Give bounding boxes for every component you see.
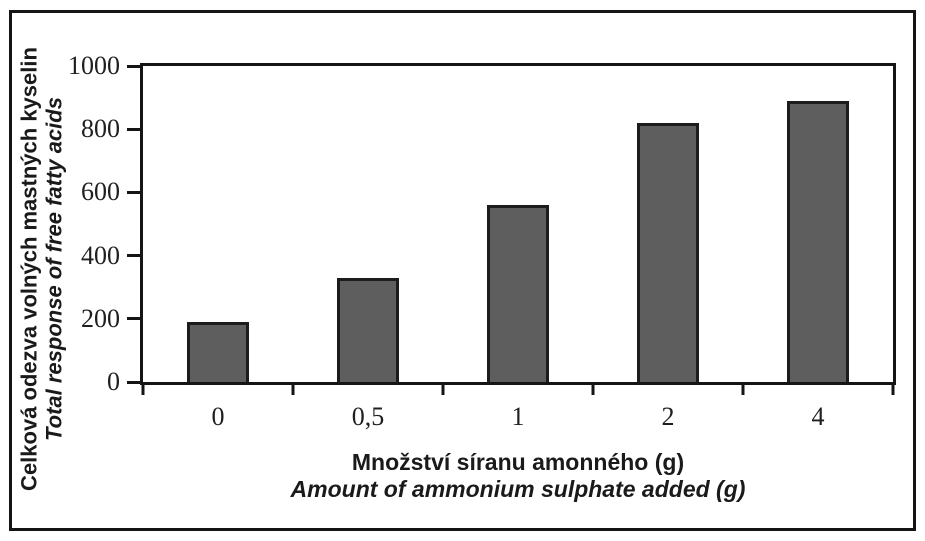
y-tick-600 [127, 190, 140, 194]
y-axis-tick-labels: 0 200 400 600 800 1000 [64, 51, 120, 396]
plot-area [127, 63, 896, 395]
x-tick-4 [741, 382, 745, 395]
y-axis-title: Celková odezva volných mastných kyselin … [17, 12, 69, 527]
y-tick-label-200: 200 [81, 303, 120, 333]
x-tick-label-0: 0 [211, 402, 225, 431]
y-tick-200 [127, 317, 140, 321]
x-axis-title-english: Amount of ammonium sulphate added (g) [290, 476, 746, 502]
y-tick-800 [127, 127, 140, 131]
x-tick-label-2: 2 [661, 402, 675, 431]
y-axis-title-czech: Celková odezva volných mastných kyselin [16, 47, 42, 491]
x-tick-5 [891, 382, 895, 395]
x-tick-0 [141, 382, 145, 395]
x-tick-1 [291, 382, 295, 395]
bar-2 [637, 123, 699, 382]
bar-0 [187, 322, 249, 382]
x-tick-label-1: 1 [511, 402, 525, 431]
y-tick-400 [127, 254, 140, 258]
x-tick-2 [441, 382, 445, 395]
y-tick-label-600: 600 [81, 177, 120, 207]
x-tick-label-4: 4 [811, 402, 825, 431]
bar-0,5 [337, 278, 399, 382]
y-tick-1000 [127, 64, 140, 68]
x-axis-tick-labels: 0 0,5 1 2 4 [143, 402, 893, 436]
x-tick-3 [591, 382, 595, 395]
x-tick-label-0,5: 0,5 [351, 402, 385, 431]
y-axis-title-english: Total response of free fatty acids [41, 97, 67, 441]
y-tick-label-1000: 1000 [68, 51, 120, 80]
bar-1 [487, 205, 549, 382]
y-tick-0 [127, 380, 140, 384]
y-tick-label-800: 800 [81, 114, 120, 144]
x-axis-title-czech: Množství síranu amonného (g) [351, 449, 685, 475]
y-tick-label-0: 0 [107, 367, 120, 396]
x-axis-title: Množství síranu amonného (g) Amount of a… [143, 449, 893, 503]
y-tick-label-400: 400 [81, 240, 120, 270]
bar-4 [787, 101, 849, 382]
